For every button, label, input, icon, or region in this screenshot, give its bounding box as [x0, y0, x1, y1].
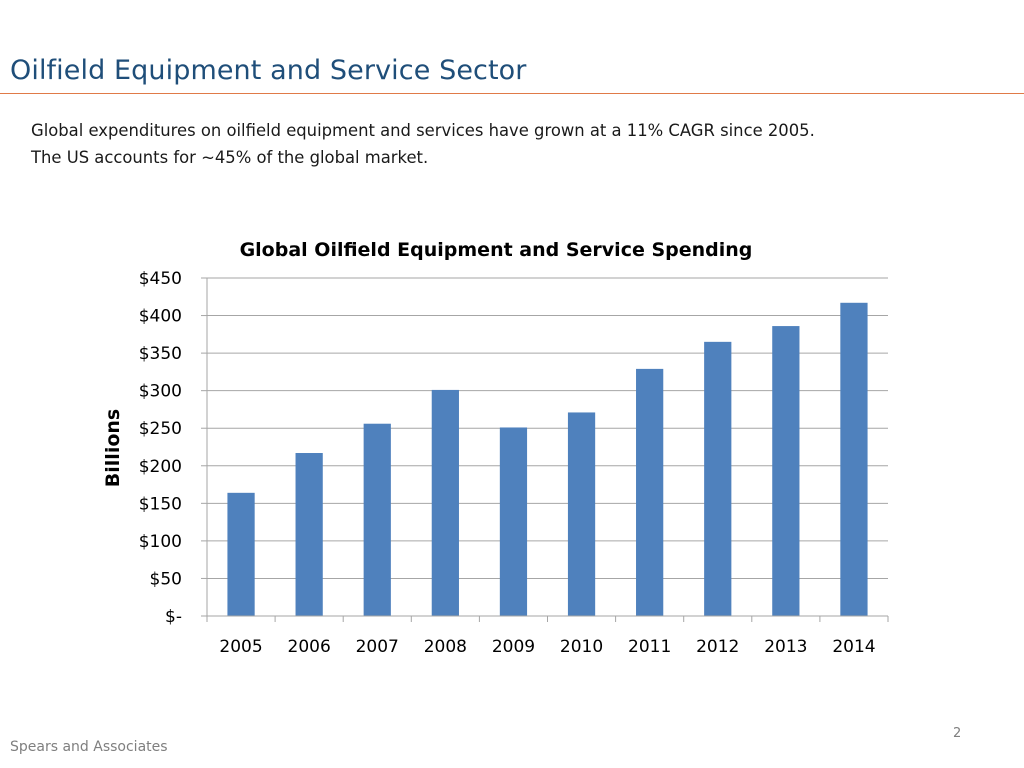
footer-source: Spears and Associates [10, 739, 168, 755]
axes [201, 277, 889, 622]
x-tick-label: 2014 [832, 637, 875, 657]
y-tick-label: $150 [139, 494, 182, 514]
y-tick-label: $450 [139, 269, 182, 289]
bar-2011 [636, 368, 664, 616]
x-tick-label: 2010 [560, 637, 603, 657]
bar-2014 [840, 302, 868, 616]
page-number: 2 [953, 726, 962, 741]
y-tick-label: $100 [139, 532, 182, 552]
subtitle-line-1: Global expenditures on oilfield equipmen… [31, 121, 815, 140]
y-tick-label: $400 [139, 307, 182, 327]
title-divider [0, 93, 1024, 94]
y-axis-title: Billions [102, 409, 124, 487]
y-tick-labels: $- $50 $100 $150 $200 $250 $300 $350 $400 $450 [139, 269, 182, 627]
slide-title: Oilfield Equipment and Service Sector [10, 55, 527, 86]
bar-2008 [431, 389, 459, 616]
x-tick-label: 2006 [288, 637, 331, 657]
x-tick-label: 2013 [764, 637, 807, 657]
bar-2013 [772, 326, 800, 616]
bar-2012 [704, 341, 732, 616]
y-tick-label: $50 [150, 569, 182, 589]
bar-2010 [567, 412, 596, 616]
x-tick-label: 2008 [424, 637, 467, 657]
bars [227, 302, 868, 616]
y-tick-label: $- [165, 607, 182, 627]
x-tick-label: 2005 [219, 637, 262, 657]
chart-title: Global Oilfield Equipment and Service Sp… [240, 239, 753, 261]
x-tick-label: 2012 [696, 637, 739, 657]
bar-2007 [363, 423, 391, 616]
bar-2006 [295, 453, 323, 616]
bar-2005 [227, 492, 255, 616]
x-tick-labels: 2005 2006 2007 2008 2009 2010 2011 2012 2013 2014 [219, 637, 875, 657]
x-tick-label: 2009 [492, 637, 535, 657]
y-tick-label: $200 [139, 457, 182, 477]
bar-2009 [499, 427, 528, 616]
y-tick-label: $250 [139, 419, 182, 439]
y-tick-label: $350 [139, 344, 182, 364]
subtitle-line-2: The US accounts for ~45% of the global m… [31, 148, 429, 167]
x-tick-label: 2007 [356, 637, 399, 657]
x-tick-label: 2011 [628, 637, 671, 657]
y-tick-label: $300 [139, 382, 182, 402]
